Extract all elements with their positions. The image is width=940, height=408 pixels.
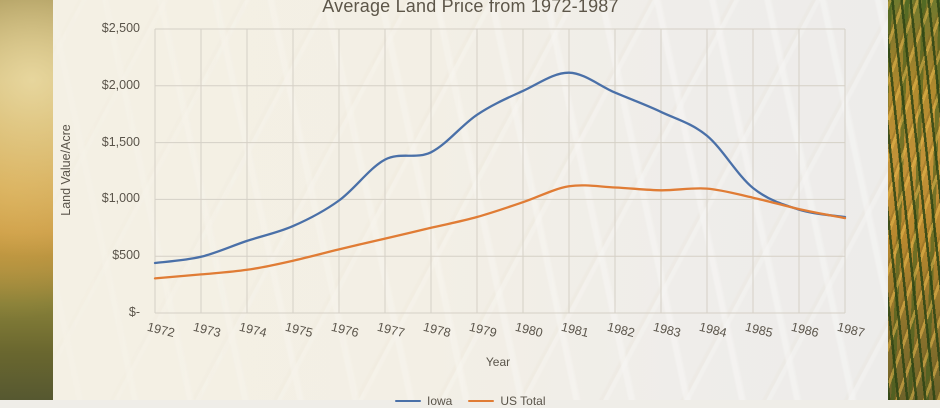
us-total-line: [153, 184, 847, 280]
legend-label: Iowa: [427, 394, 453, 408]
legend-label: US Total: [500, 394, 546, 408]
chart-title: Average Land Price from 1972-1987: [322, 0, 619, 16]
legend-item: Iowa: [395, 394, 452, 408]
y-axis-title: Land Value/Acre: [59, 124, 73, 216]
background-photo-wheat-stalks: [888, 0, 940, 400]
y-tick-label: $1,000: [101, 191, 140, 206]
chart-panel: Average Land Price from 1972-1987 Land V…: [53, 0, 888, 408]
y-tick-label: $2,000: [101, 77, 140, 92]
background-photo-left-bokeh: [0, 0, 53, 400]
x-tick-label: 1987: [835, 319, 867, 341]
plot-area: [153, 28, 847, 314]
y-tick-label: $1,500: [101, 134, 140, 149]
legend-line-swatch: [468, 400, 495, 402]
iowa-line: [153, 71, 847, 265]
legend: Iowa US Total: [395, 394, 546, 408]
legend-line-swatch: [395, 400, 421, 402]
y-tick-label: $2,500: [101, 21, 140, 35]
gridlines: [154, 28, 846, 314]
x-axis-title: Year: [485, 355, 511, 369]
legend-item: US Total: [468, 394, 546, 408]
y-tick-label: $-: [128, 305, 140, 319]
y-tick-label: $500: [112, 248, 140, 263]
